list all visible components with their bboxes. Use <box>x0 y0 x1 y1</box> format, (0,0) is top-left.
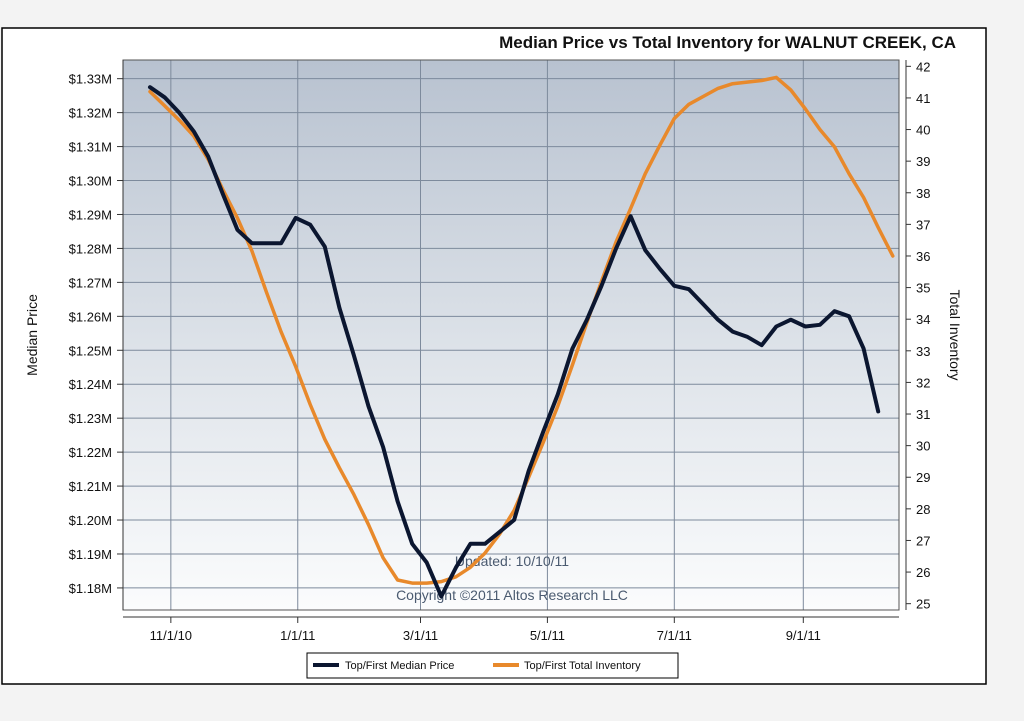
y-tick-label: $1.29M <box>69 207 112 222</box>
y2-tick-label: 34 <box>916 312 930 327</box>
left-axis-ticks: $1.18M $1.19M $1.20M $1.21M $1.22M $1.23M $1.2… <box>69 72 123 596</box>
y-tick-label: $1.22M <box>69 445 112 460</box>
y2-tick-label: 37 <box>916 217 930 232</box>
y2-tick-label: 27 <box>916 533 930 548</box>
y-tick-label: $1.20M <box>69 513 112 528</box>
x-tick-label: 3/1/11 <box>403 628 438 643</box>
y-tick-label: $1.28M <box>69 241 112 256</box>
y2-tick-label: 35 <box>916 281 930 296</box>
y2-tick-label: 38 <box>916 186 930 201</box>
x-grid-lines <box>170 60 804 610</box>
y-tick-label: $1.24M <box>69 377 112 392</box>
copyright-annotation: Copyright ©2011 Altos Research LLC <box>396 587 628 603</box>
y2-tick-label: 36 <box>916 249 930 264</box>
y-axis-title: Median Price <box>24 294 40 376</box>
y2-tick-label: 32 <box>916 375 930 390</box>
y2-tick-label: 42 <box>916 59 930 74</box>
series-layer <box>148 75 895 599</box>
chart-title: Median Price vs Total Inventory for WALN… <box>499 33 956 52</box>
y2-tick-label: 41 <box>916 91 930 106</box>
y-tick-label: $1.19M <box>69 547 112 562</box>
x-tick-label: 1/1/11 <box>280 628 315 643</box>
legend-label-price: Top/First Median Price <box>345 660 454 672</box>
x-tick-label: 7/1/11 <box>657 628 692 643</box>
y2-tick-label: 31 <box>916 407 930 422</box>
x-tick-label: 9/1/11 <box>786 628 821 643</box>
legend: Top/First Median Price Top/First Total I… <box>306 652 679 679</box>
y-tick-label: $1.26M <box>69 309 112 324</box>
y2-tick-label: 25 <box>916 597 930 612</box>
y-tick-label: $1.21M <box>69 479 112 494</box>
plot-area <box>123 60 899 610</box>
y-tick-label: $1.32M <box>69 106 112 121</box>
y2-tick-label: 30 <box>916 439 930 454</box>
right-axis-ticks: 25 26 27 28 29 30 31 32 33 34 35 36 37 38 39 40 41 42 <box>906 59 930 612</box>
x-tick-label: 11/1/10 <box>150 628 192 643</box>
legend-label-inventory: Top/First Total Inventory <box>524 660 641 672</box>
x-axis-ticks: 11/1/10 1/1/11 3/1/11 5/1/11 7/1/11 9/1/11 <box>150 617 821 643</box>
y2-tick-label: 39 <box>916 154 930 169</box>
y-tick-label: $1.27M <box>69 275 112 290</box>
y2-tick-label: 29 <box>916 470 930 485</box>
y2-tick-label: 28 <box>916 502 930 517</box>
y2-tick-label: 26 <box>916 565 930 580</box>
legend-box <box>306 652 679 679</box>
updated-annotation: Updated: 10/10/11 <box>455 553 569 569</box>
y2-tick-label: 33 <box>916 344 930 359</box>
y-tick-label: $1.31M <box>69 140 112 155</box>
y2-axis-title: Total Inventory <box>947 289 963 380</box>
y-tick-label: $1.33M <box>69 72 112 87</box>
y-tick-label: $1.25M <box>69 343 112 358</box>
x-tick-label: 5/1/11 <box>530 628 565 643</box>
y-tick-label: $1.23M <box>69 411 112 426</box>
y2-tick-label: 40 <box>916 123 930 138</box>
y-tick-label: $1.30M <box>69 174 112 189</box>
y-tick-label: $1.18M <box>69 581 112 596</box>
median-price-line <box>148 85 881 599</box>
